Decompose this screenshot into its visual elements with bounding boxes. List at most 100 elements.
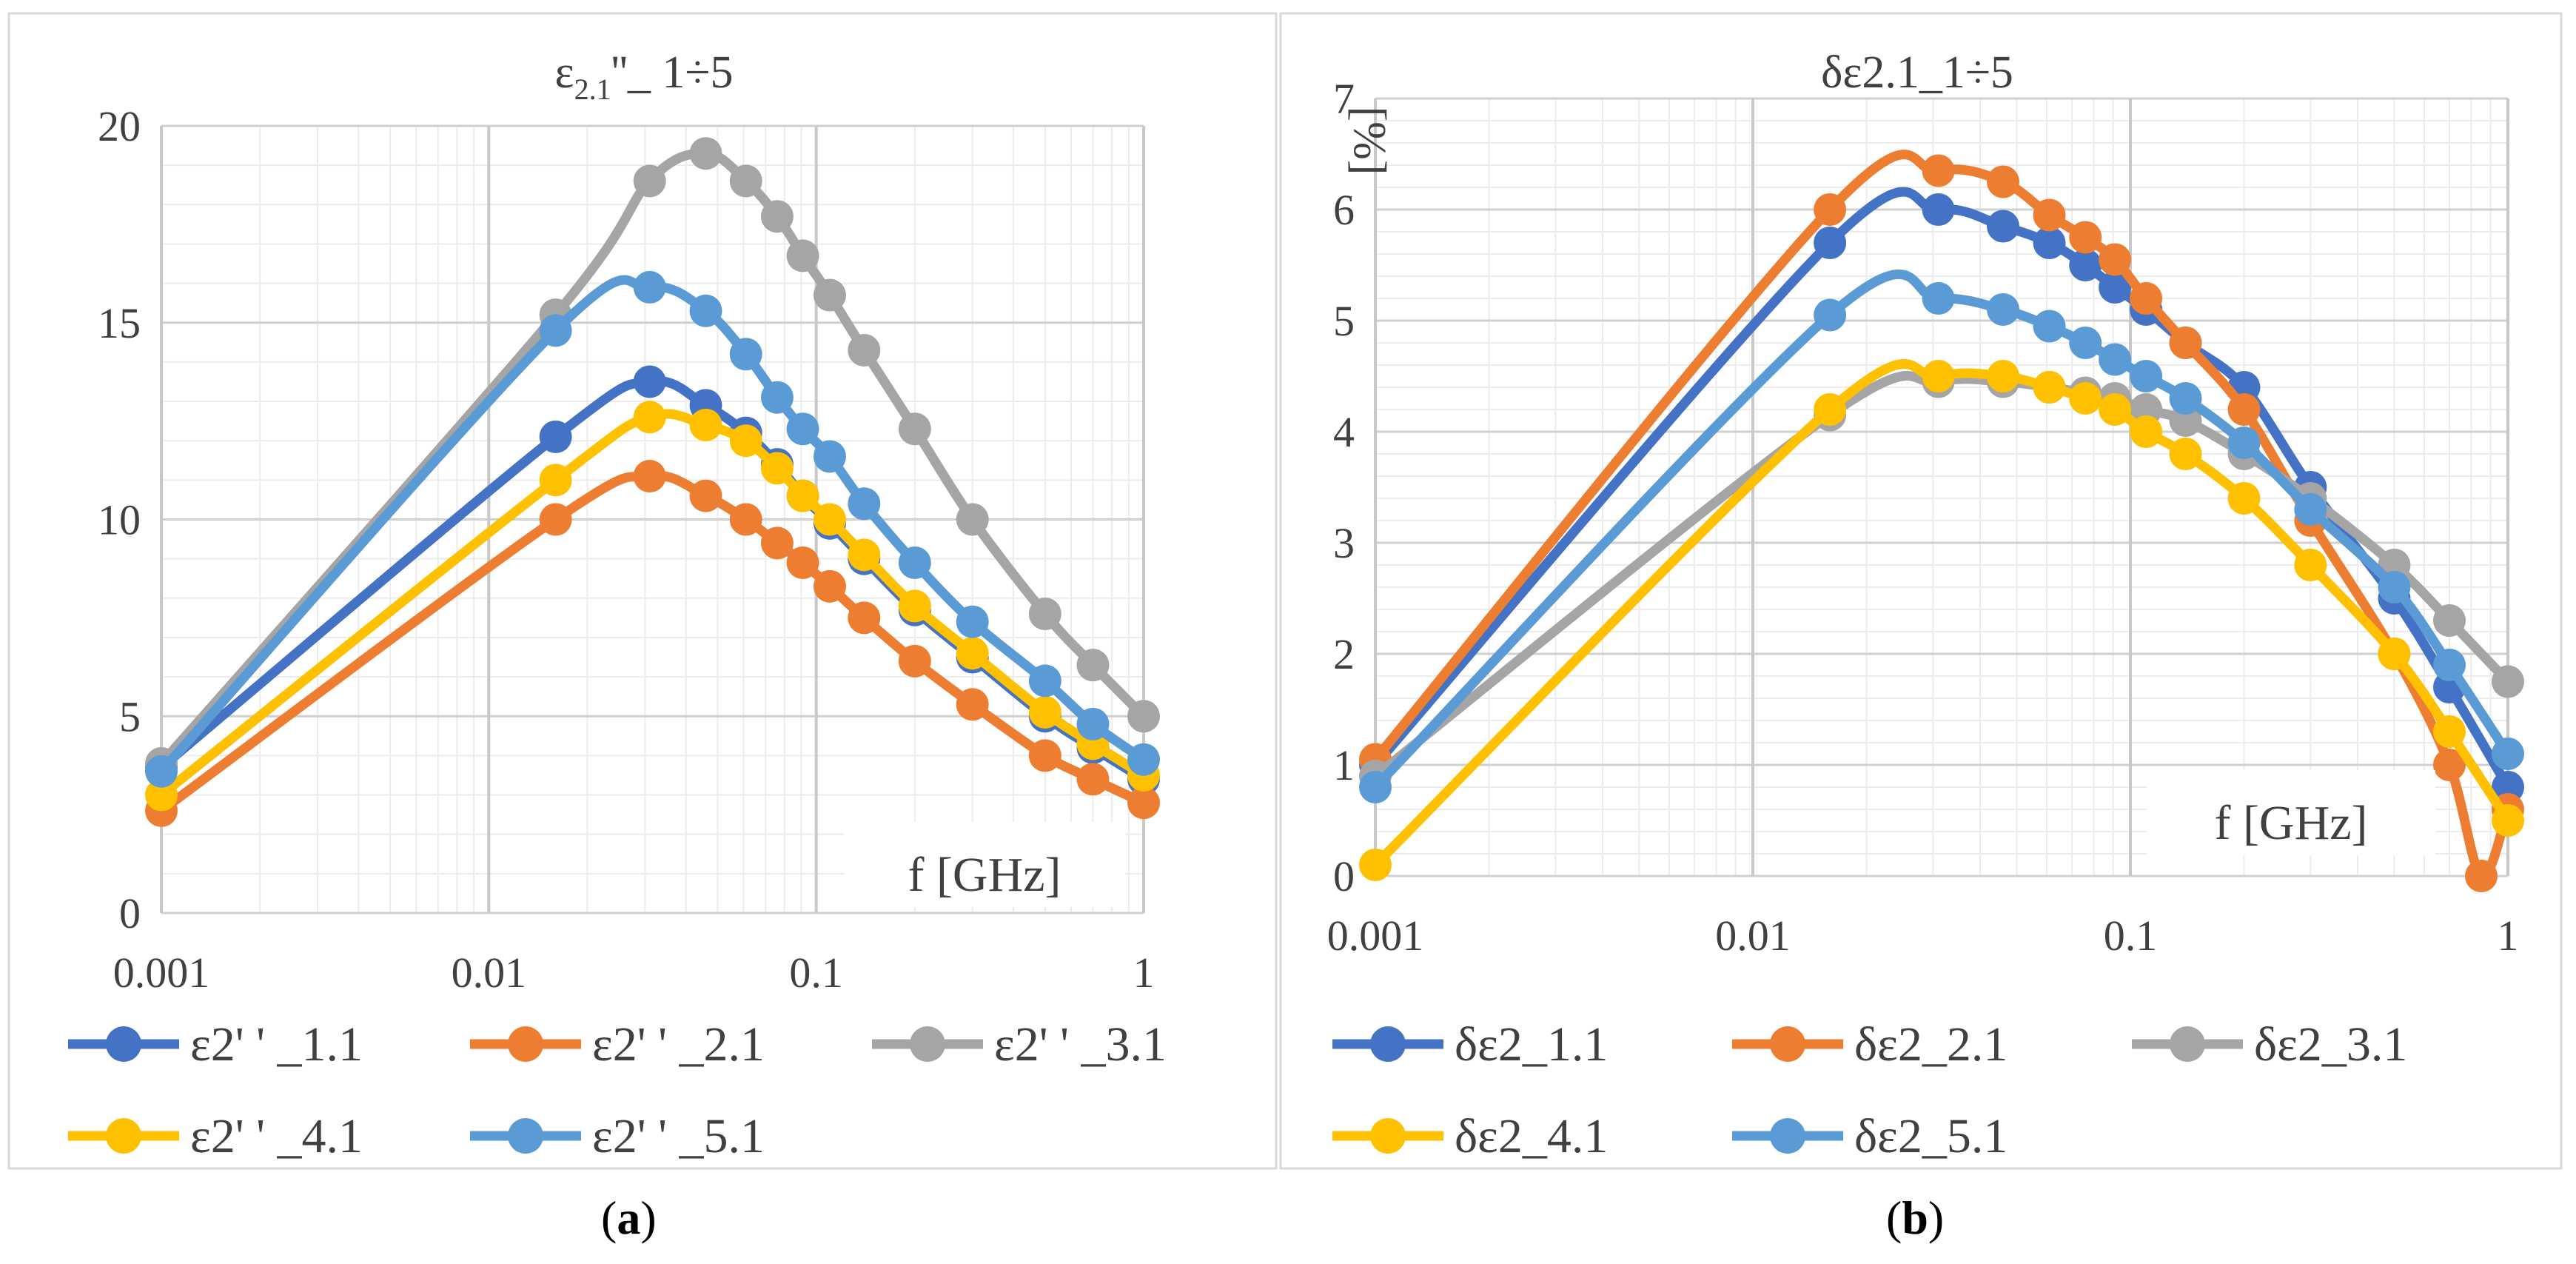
data-point <box>2169 327 2202 359</box>
data-point <box>2130 415 2163 448</box>
y-axis-label: [%] <box>1344 107 1395 175</box>
y-tick-label: 20 <box>98 102 141 150</box>
x-tick-label: 0.1 <box>2104 912 2158 960</box>
series-4 <box>145 401 1160 812</box>
y-tick-label: 10 <box>98 496 141 544</box>
data-point <box>1076 707 1110 740</box>
data-point <box>898 589 931 623</box>
y-tick-label: 0 <box>1333 852 1355 900</box>
legend-swatch-marker <box>106 1026 141 1062</box>
legend-label: ε2' ' _5.1 <box>592 1109 765 1163</box>
legend-swatch-marker <box>1770 1118 1805 1154</box>
data-point <box>898 644 931 678</box>
data-point <box>1922 154 1955 187</box>
data-point <box>786 479 819 512</box>
y-tick-label: 15 <box>98 299 141 347</box>
data-point <box>1359 771 1392 803</box>
legend-swatch-marker <box>508 1026 543 1062</box>
caption-a: (a) <box>601 1191 657 1244</box>
data-point <box>848 487 881 521</box>
legend-entry: ε2' ' _3.1 <box>872 1017 1167 1071</box>
y-tick-label: 1 <box>1333 741 1355 789</box>
y-tick-label: 0 <box>119 889 141 937</box>
data-point <box>1922 360 1955 392</box>
data-point <box>2492 665 2524 698</box>
data-point <box>2492 738 2524 770</box>
legend-entry: ε2' ' _2.1 <box>470 1017 765 1071</box>
data-point <box>813 440 846 473</box>
data-point <box>1127 786 1160 820</box>
data-point <box>2033 198 2066 232</box>
data-point <box>956 688 989 721</box>
legend-swatch-marker <box>1370 1118 1406 1154</box>
y-tick-label: 4 <box>1333 408 1355 456</box>
data-point <box>2227 393 2261 426</box>
x-axis-label: f [GHz] <box>2214 796 2367 850</box>
data-point <box>729 164 762 198</box>
data-point <box>1987 293 2020 326</box>
legend-label: δε2_5.1 <box>1854 1109 2008 1163</box>
data-point <box>760 452 794 485</box>
data-point <box>956 605 989 638</box>
data-point <box>1359 849 1392 881</box>
data-point <box>2099 271 2132 304</box>
data-point <box>760 200 794 233</box>
data-point <box>633 365 666 398</box>
data-point <box>633 401 666 434</box>
legend-entry: δε2_3.1 <box>2132 1017 2407 1071</box>
legend-label: δε2_4.1 <box>1455 1109 1608 1163</box>
data-point <box>1028 598 1061 631</box>
data-point <box>813 569 846 603</box>
data-point <box>2294 549 2327 581</box>
data-point <box>760 381 794 414</box>
data-point <box>2433 649 2466 681</box>
data-point <box>1028 695 1061 729</box>
data-point <box>689 479 722 512</box>
legend-swatch-marker <box>1370 1026 1406 1062</box>
data-point <box>729 338 762 371</box>
data-point <box>689 408 722 441</box>
data-point <box>786 239 819 272</box>
data-point <box>1076 649 1110 682</box>
legend-entry: δε2_4.1 <box>1332 1109 1608 1163</box>
data-point <box>633 460 666 493</box>
data-point <box>689 294 722 327</box>
x-axis-label: f [GHz] <box>908 848 1061 902</box>
data-point <box>1127 743 1160 776</box>
data-point <box>633 270 666 304</box>
data-point <box>539 464 572 497</box>
data-point <box>2069 382 2102 415</box>
data-point <box>2033 310 2066 343</box>
data-point <box>539 420 572 453</box>
legend-entry: ε2' ' _5.1 <box>470 1109 765 1163</box>
data-point <box>2378 571 2411 603</box>
x-axis-label-bg <box>2147 770 2435 855</box>
data-point <box>2294 493 2327 526</box>
legend-swatch-marker <box>1770 1026 1805 1062</box>
data-point <box>2169 382 2202 415</box>
data-point <box>539 503 572 536</box>
data-point <box>1922 282 1955 315</box>
data-point <box>2433 604 2466 637</box>
data-point <box>1814 193 1847 226</box>
chart-frame <box>7 12 1278 1170</box>
legend-swatch-marker <box>2170 1026 2205 1062</box>
x-axis-label-bg <box>844 822 1125 907</box>
data-point <box>2378 638 2411 670</box>
legend-label: δε2_2.1 <box>1854 1017 2008 1071</box>
legend-label: δε2_3.1 <box>2254 1017 2407 1071</box>
y-tick-label: 5 <box>119 692 141 740</box>
data-point <box>2492 804 2524 837</box>
data-point <box>2227 427 2261 459</box>
data-point <box>786 546 819 579</box>
data-point <box>956 637 989 670</box>
data-point <box>145 778 178 812</box>
data-point <box>1028 664 1061 698</box>
data-point <box>2433 715 2466 748</box>
data-point <box>2033 227 2066 259</box>
data-point <box>145 755 178 788</box>
chart-title: δε2.1_1÷5 <box>1821 47 2013 98</box>
data-point <box>2069 327 2102 359</box>
legend-label: ε2' ' _3.1 <box>994 1017 1167 1071</box>
